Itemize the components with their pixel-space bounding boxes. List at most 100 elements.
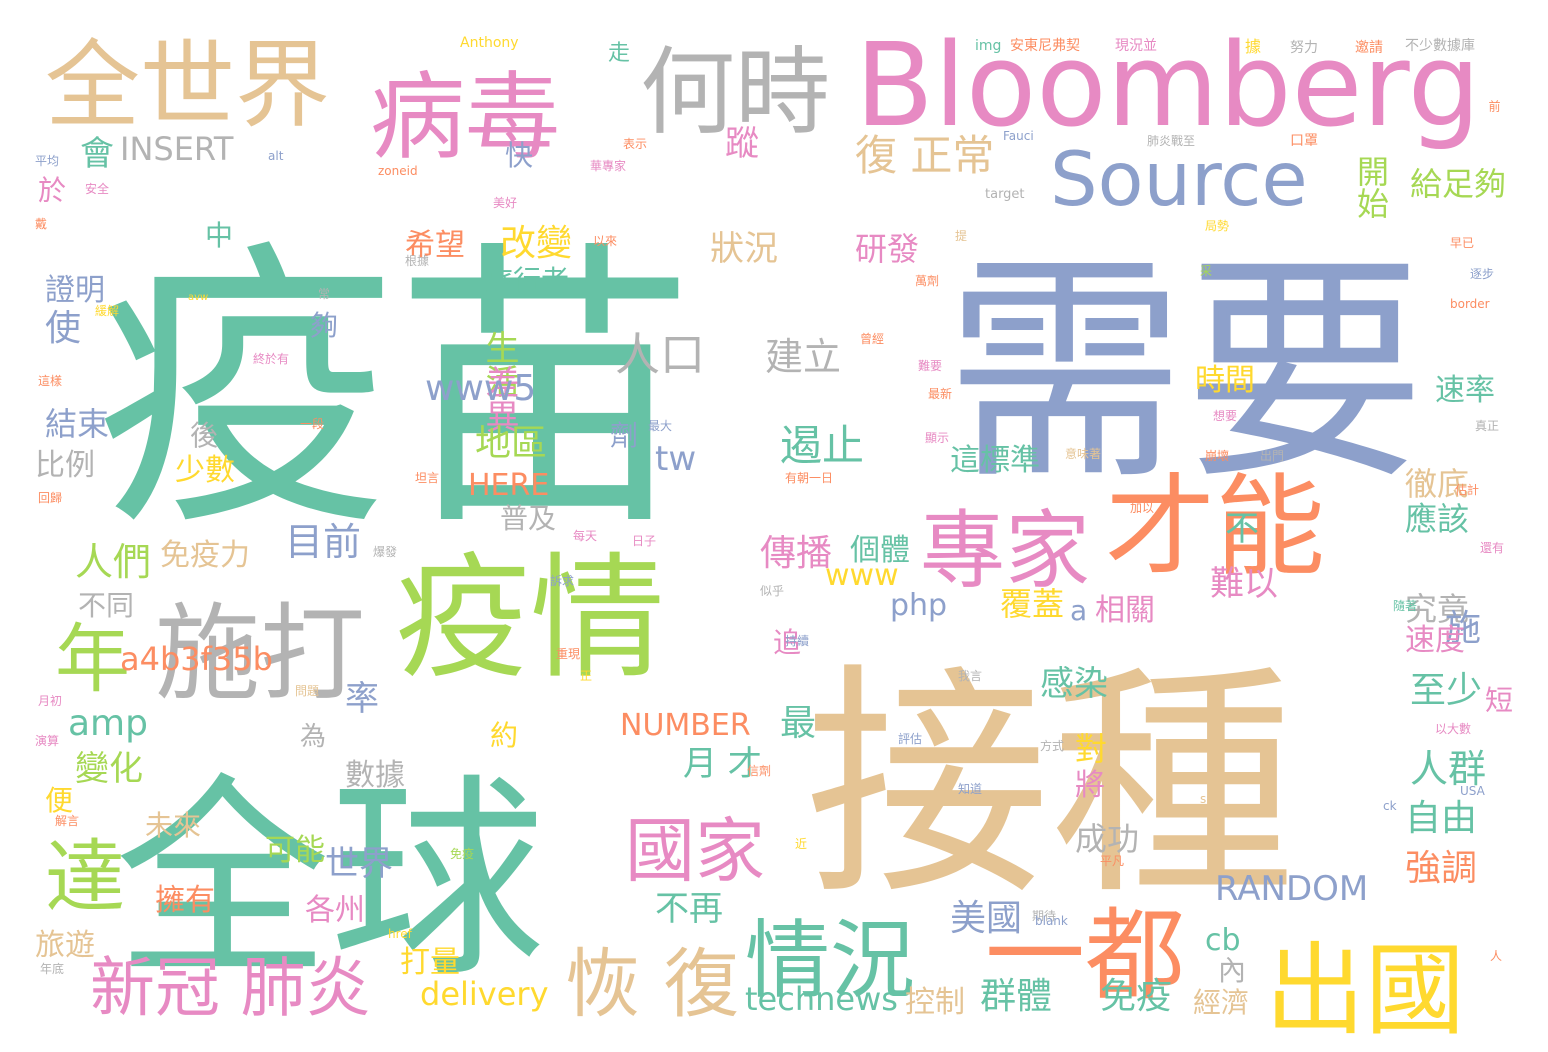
cloud-word: 難以 — [1210, 564, 1278, 604]
cloud-word: 證明 — [45, 273, 105, 308]
cloud-word: Fauci — [1003, 129, 1034, 143]
cloud-word: 演算 — [35, 733, 59, 748]
cloud-word: 結束 — [45, 405, 109, 443]
cloud-word: 快 — [505, 139, 533, 172]
cloud-word: 傳播 — [760, 533, 832, 574]
cloud-word: 施 — [1445, 608, 1481, 649]
cloud-word: 前 — [1487, 99, 1501, 112]
cloud-word: 最大 — [648, 419, 672, 433]
cloud-word: NUMBER — [620, 708, 751, 743]
cloud-word: 需要 — [945, 232, 1425, 512]
cloud-word: 出門 — [1260, 449, 1284, 463]
cloud-word: 改變 — [500, 223, 572, 264]
cloud-word: 早已 — [1450, 236, 1474, 250]
cloud-word: 變化 — [75, 749, 143, 789]
cloud-word: 希望 — [405, 228, 465, 263]
cloud-word: 人群 — [1410, 747, 1486, 791]
cloud-word: 以來 — [593, 234, 617, 248]
cloud-word: 每天 — [573, 528, 597, 543]
cloud-word: USA — [1460, 784, 1486, 798]
cloud-word: 年底 — [40, 961, 64, 976]
cloud-word: 後 — [190, 419, 218, 452]
cloud-word: 崩壞 — [1205, 449, 1229, 463]
cloud-word: 至少 — [1410, 670, 1482, 711]
cloud-word: 成功 — [1075, 820, 1139, 858]
cloud-word: Bloomberg — [855, 19, 1481, 153]
cloud-word: 專家 — [920, 502, 1090, 601]
cloud-word: cb — [1205, 923, 1241, 958]
cloud-word: amp — [68, 703, 148, 744]
cloud-word: 經濟 — [1193, 986, 1249, 1019]
cloud-word: 復 正常 — [855, 131, 994, 180]
cloud-word: 群體 — [980, 976, 1052, 1017]
cloud-word: 曾經 — [860, 332, 884, 346]
cloud-word: www — [825, 558, 899, 593]
cloud-word: 這樣 — [38, 373, 62, 388]
cloud-word: 近 — [795, 837, 807, 851]
cloud-word: Anthony — [460, 35, 519, 51]
cloud-word: 回歸 — [38, 491, 62, 505]
cloud-word: 為 — [300, 722, 326, 752]
cloud-word: 萬劑 — [915, 273, 939, 288]
cloud-word: 難要 — [918, 358, 942, 373]
cloud-word: 最 — [780, 703, 816, 744]
cloud-word: 給足夠 — [1410, 165, 1506, 203]
cloud-word: 邀請 — [1355, 40, 1383, 56]
cloud-word: 打量 — [400, 945, 460, 980]
cloud-word: INSERT — [120, 130, 234, 168]
cloud-word: 接種 — [805, 643, 1295, 928]
cloud-word: 現況並 — [1115, 38, 1157, 54]
cloud-word: n — [1213, 293, 1232, 328]
cloud-word: 這標準 — [950, 443, 1040, 478]
cloud-word: Source — [1050, 135, 1308, 223]
cloud-word: 數據 — [345, 758, 405, 793]
cloud-word: 強調 — [1405, 848, 1477, 889]
cloud-word: 旅遊 — [35, 928, 95, 963]
cloud-word: 似乎 — [760, 584, 784, 598]
cloud-word: tw — [655, 439, 696, 479]
cloud-word: 想要 — [1213, 408, 1237, 423]
cloud-word: 加以 — [1130, 501, 1154, 515]
cloud-word: 才能 — [1105, 463, 1325, 591]
cloud-word: 表示 — [623, 137, 647, 151]
cloud-word: 研發 — [855, 230, 919, 268]
cloud-word: 夠 — [310, 309, 338, 342]
cloud-word: 不再 — [655, 889, 723, 929]
cloud-word: 地區 — [475, 423, 547, 464]
cloud-word: 月初 — [38, 694, 62, 708]
cloud-word: 疫情 — [395, 540, 665, 697]
cloud-word: 生活 — [479, 330, 519, 398]
cloud-word: 使 — [45, 308, 81, 349]
cloud-word: 未來 — [145, 809, 201, 842]
cloud-word: 個體 — [850, 533, 910, 568]
cloud-word: 達 — [45, 831, 125, 924]
cloud-word: www5 — [425, 368, 536, 409]
cloud-word: 短 — [1485, 684, 1513, 717]
cloud-word: 出國 — [1265, 932, 1465, 1049]
cloud-word: 於 — [38, 174, 66, 207]
cloud-word: img — [975, 38, 1001, 54]
cloud-word: 意味著 — [1065, 446, 1101, 461]
cloud-word: 少數 — [175, 453, 235, 488]
cloud-word: 中 — [205, 219, 233, 252]
cloud-word: 病毒 — [370, 63, 560, 173]
cloud-word: 情況 — [745, 912, 915, 1011]
cloud-word: target — [985, 187, 1025, 202]
cloud-word: 各州 — [305, 893, 365, 928]
cloud-word: href — [388, 927, 413, 941]
cloud-word: 重現 — [556, 647, 580, 661]
cloud-word: 平均 — [35, 154, 59, 168]
cloud-word: 采 — [1200, 264, 1212, 278]
cloud-word: php — [890, 588, 947, 623]
cloud-word: 世界 — [325, 844, 393, 884]
cloud-word: 會 — [80, 134, 114, 174]
cloud-word: 信劑 — [747, 763, 771, 778]
cloud-word: 旅行者 — [485, 264, 569, 297]
cloud-word: blank — [1035, 914, 1068, 928]
cloud-word: 比例 — [35, 448, 95, 483]
cloud-word: 免疫 — [1100, 976, 1172, 1017]
cloud-word: 緩解 — [95, 304, 119, 318]
cloud-word: 以大數 — [1435, 722, 1471, 736]
cloud-word: 劑 — [610, 419, 638, 452]
cloud-word: 顯示 — [925, 431, 949, 445]
